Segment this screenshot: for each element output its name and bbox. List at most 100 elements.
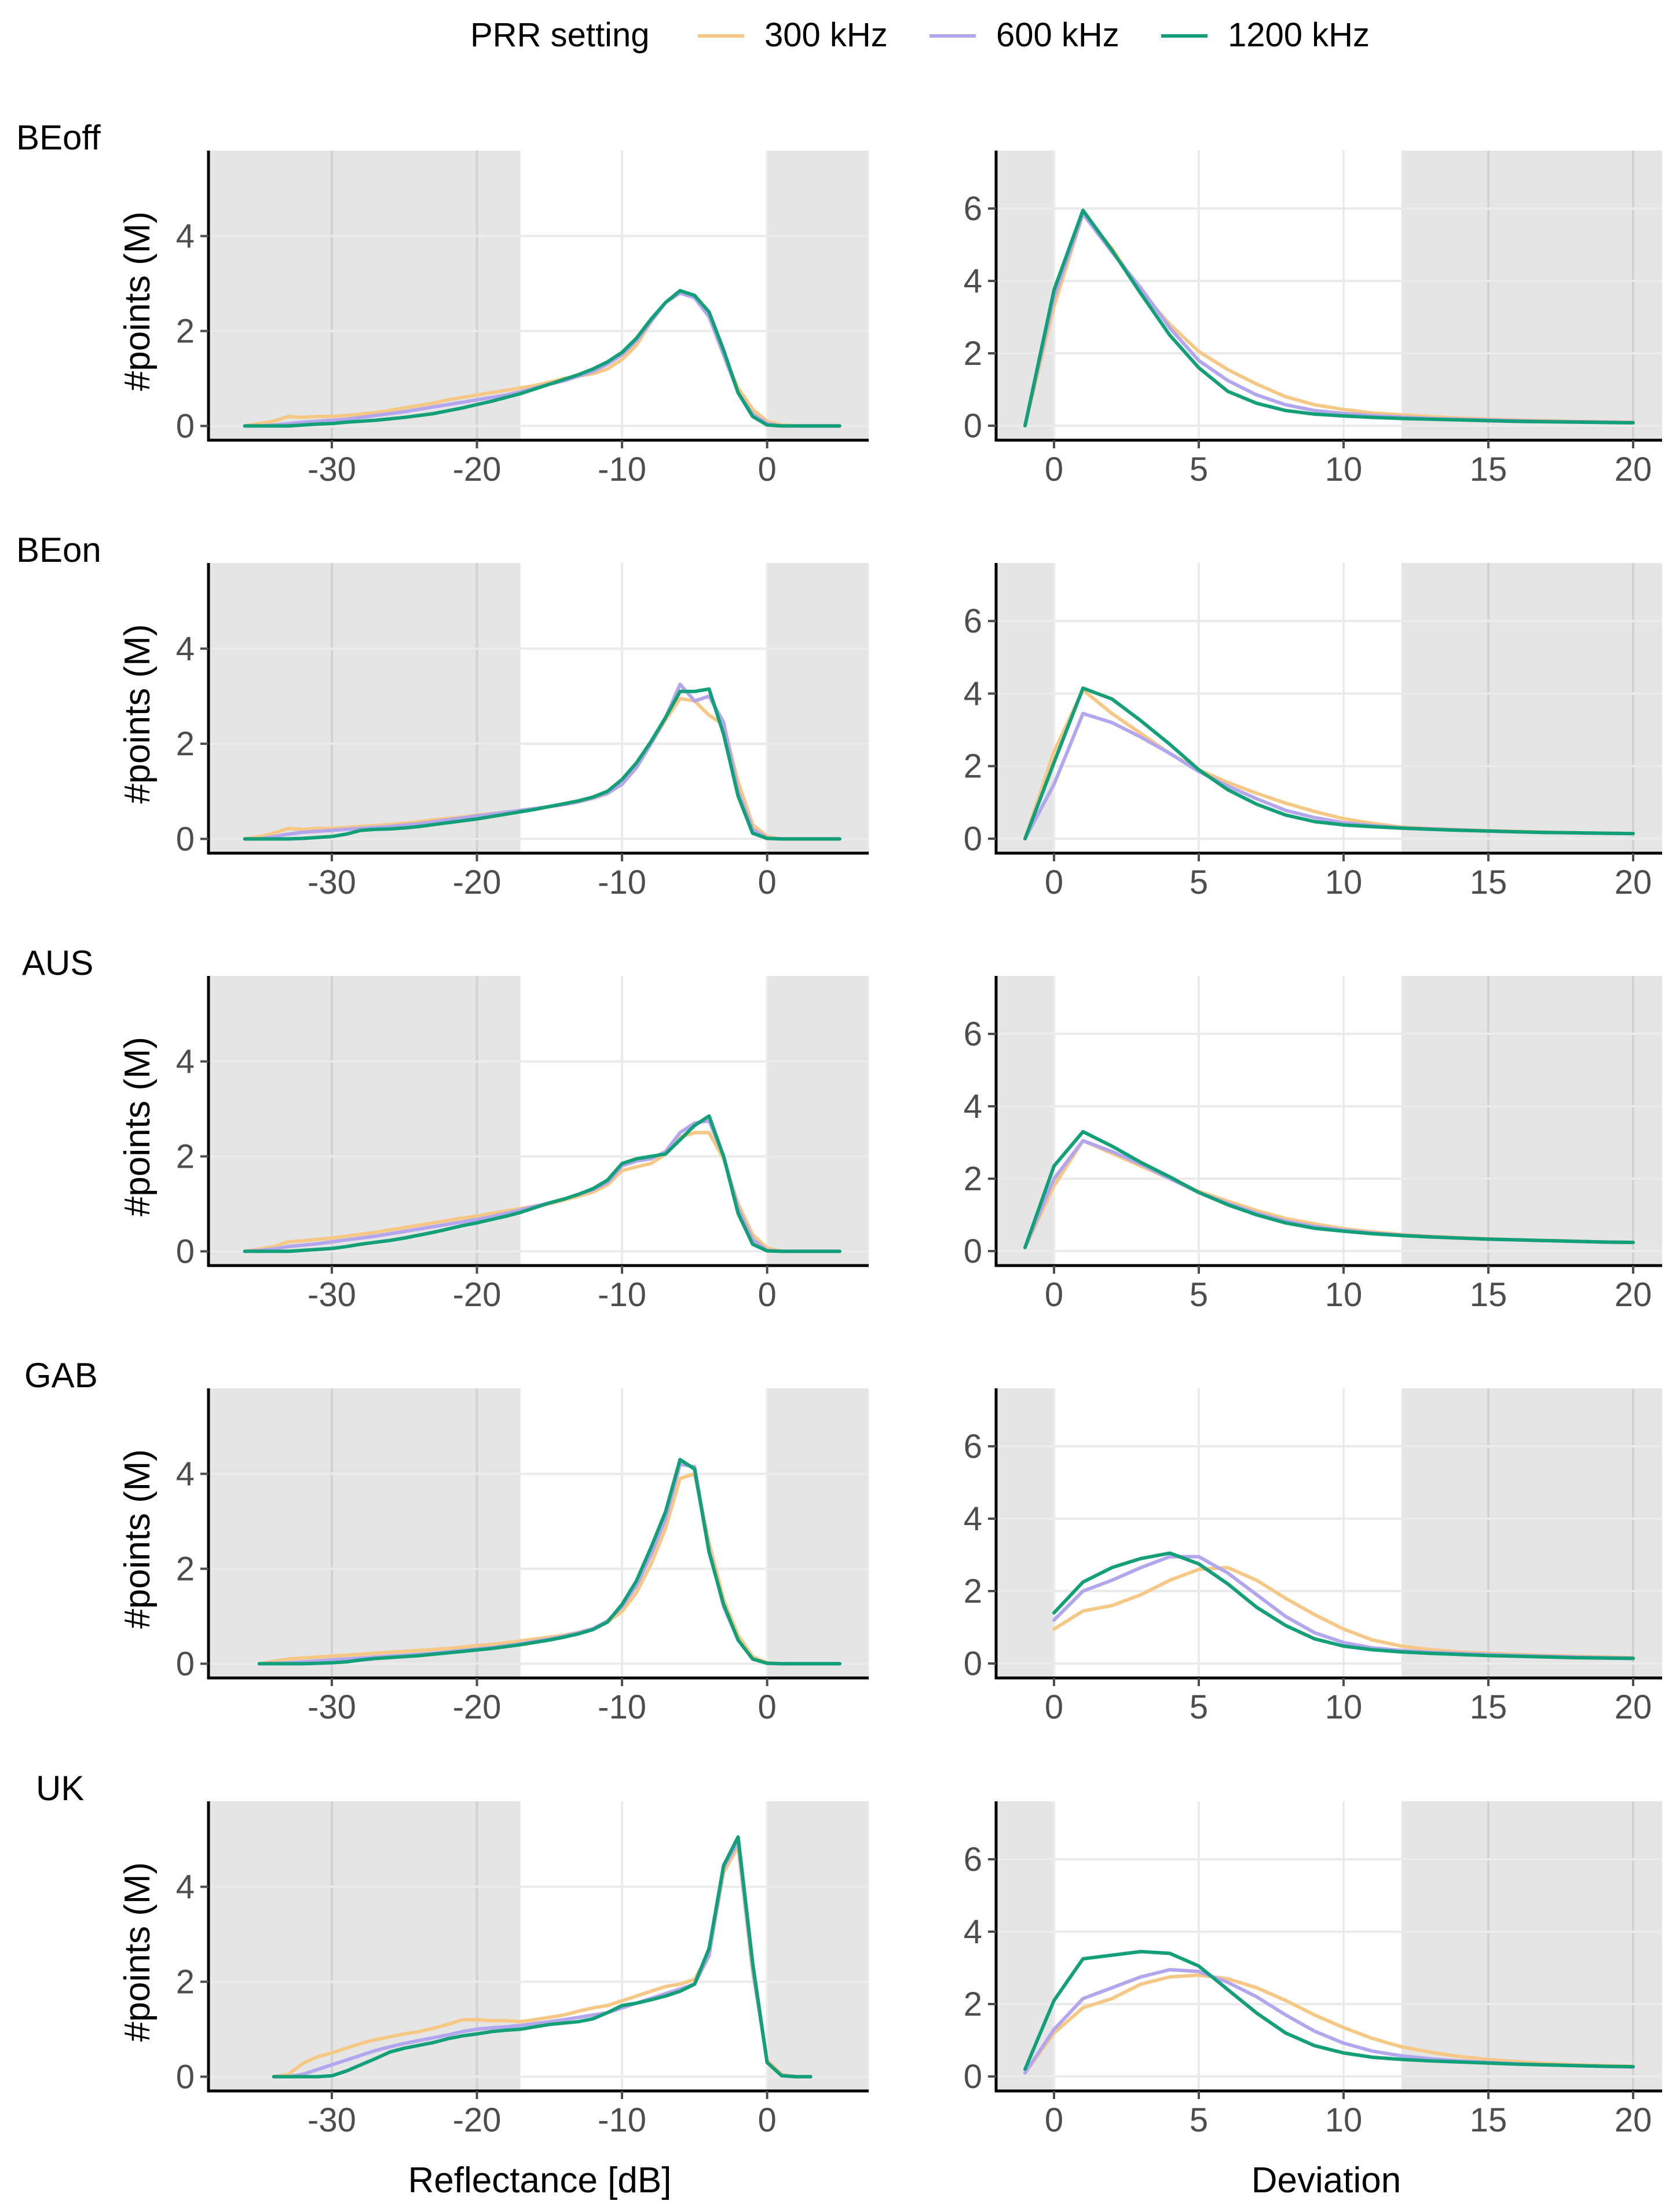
x-tick-label-gab-reflectance: -30 bbox=[308, 1688, 356, 1726]
y-axis-title-beoff-reflectance: #points (M) bbox=[118, 211, 158, 391]
y-tick-label-gab-reflectance: 2 bbox=[176, 1550, 195, 1588]
panel-aus-reflectance: -30 -20 -10 0 0 2 4 #points (M) bbox=[118, 976, 869, 1314]
x-tick-label-uk-deviation: 15 bbox=[1470, 2101, 1507, 2139]
y-tick-label-aus-reflectance: 2 bbox=[176, 1138, 195, 1175]
y-tick-label-aus-deviation: 6 bbox=[964, 1015, 982, 1053]
y-tick-label-aus-deviation: 2 bbox=[964, 1160, 982, 1198]
panel-beoff-deviation: 0 5 10 15 20 0 2 4 6 bbox=[964, 151, 1662, 488]
y-tick-label-uk-deviation: 4 bbox=[964, 1913, 982, 1951]
x-tick-label-aus-reflectance: -10 bbox=[598, 1276, 646, 1314]
x-tick-label-gab-deviation: 10 bbox=[1325, 1688, 1363, 1726]
x-tick-label-aus-deviation: 10 bbox=[1325, 1276, 1363, 1314]
shaded-band-beon-reflectance-0 bbox=[208, 563, 521, 853]
y-tick-label-aus-deviation: 0 bbox=[964, 1233, 982, 1270]
y-tick-label-gab-deviation: 4 bbox=[964, 1500, 982, 1538]
shaded-band-beon-deviation-0 bbox=[996, 563, 1054, 853]
y-axis-title-beon-reflectance: #points (M) bbox=[118, 624, 158, 803]
x-tick-label-beoff-reflectance: -10 bbox=[598, 451, 646, 488]
panel-aus-deviation: 0 5 10 15 20 0 2 4 6 bbox=[964, 976, 1662, 1314]
x-tick-label-aus-deviation: 5 bbox=[1190, 1276, 1208, 1314]
row-label-gab: GAB bbox=[24, 1356, 98, 1395]
series-line-beon-deviation-1200khz bbox=[1023, 686, 1635, 840]
shaded-band-aus-reflectance-1 bbox=[767, 976, 869, 1266]
x-tick-label-gab-reflectance: -20 bbox=[453, 1688, 502, 1726]
x-tick-label-beoff-deviation: 20 bbox=[1615, 451, 1652, 488]
x-tick-label-aus-deviation: 20 bbox=[1615, 1276, 1652, 1314]
panel-gab-deviation: 0 5 10 15 20 0 2 4 6 bbox=[964, 1388, 1662, 1726]
x-tick-label-beoff-deviation: 5 bbox=[1190, 451, 1208, 488]
y-tick-label-beoff-reflectance: 2 bbox=[176, 312, 195, 350]
x-axis-title-reflectance: Reflectance [dB] bbox=[408, 2160, 672, 2200]
x-tick-label-gab-reflectance: -10 bbox=[598, 1688, 646, 1726]
legend-label-600khz: 600 kHz bbox=[996, 16, 1119, 54]
x-tick-label-beon-deviation: 15 bbox=[1470, 864, 1507, 901]
panel-gab-reflectance: -30 -20 -10 0 0 2 4 #points (M) bbox=[118, 1388, 869, 1726]
y-axis-title-uk-reflectance: #points (M) bbox=[118, 1862, 158, 2042]
legend-label-300khz: 300 kHz bbox=[764, 16, 888, 54]
y-tick-label-aus-deviation: 4 bbox=[964, 1088, 982, 1125]
x-tick-label-gab-deviation: 0 bbox=[1045, 1688, 1063, 1726]
y-tick-label-uk-deviation: 2 bbox=[964, 1986, 982, 2023]
x-tick-label-aus-reflectance: 0 bbox=[758, 1276, 776, 1314]
y-tick-label-uk-deviation: 0 bbox=[964, 2058, 982, 2096]
x-tick-label-aus-deviation: 15 bbox=[1470, 1276, 1507, 1314]
series-line-beon-reflectance-1200khz bbox=[243, 687, 841, 841]
y-tick-label-beoff-deviation: 0 bbox=[964, 407, 982, 445]
x-tick-label-uk-deviation: 0 bbox=[1045, 2101, 1063, 2139]
series-line-aus-reflectance-1200khz bbox=[243, 1114, 841, 1253]
y-tick-label-gab-deviation: 2 bbox=[964, 1573, 982, 1610]
y-tick-label-uk-deviation: 6 bbox=[964, 1841, 982, 1878]
y-tick-label-uk-reflectance: 4 bbox=[176, 1869, 195, 1906]
y-tick-label-beon-deviation: 4 bbox=[964, 675, 982, 712]
x-tick-label-uk-reflectance: 0 bbox=[758, 2101, 776, 2139]
x-tick-label-beoff-reflectance: 0 bbox=[758, 451, 776, 488]
y-tick-label-uk-reflectance: 0 bbox=[176, 2058, 195, 2096]
shaded-band-uk-reflectance-1 bbox=[767, 1801, 869, 2091]
x-tick-label-aus-reflectance: -20 bbox=[453, 1276, 502, 1314]
y-tick-label-beon-reflectance: 2 bbox=[176, 725, 195, 763]
shaded-band-uk-deviation-1 bbox=[1401, 1801, 1662, 2091]
shaded-band-beoff-deviation-1 bbox=[1401, 151, 1662, 440]
y-tick-label-beon-deviation: 2 bbox=[964, 748, 982, 785]
y-tick-label-beon-deviation: 6 bbox=[964, 602, 982, 640]
x-tick-label-beoff-deviation: 10 bbox=[1325, 451, 1363, 488]
shaded-band-beon-reflectance-1 bbox=[767, 563, 869, 853]
x-tick-label-beon-reflectance: -20 bbox=[453, 864, 502, 901]
shaded-band-gab-reflectance-1 bbox=[767, 1388, 869, 1678]
row-label-uk: UK bbox=[36, 1769, 84, 1808]
legend-title: PRR setting bbox=[470, 16, 649, 54]
y-tick-label-beon-reflectance: 4 bbox=[176, 630, 195, 668]
x-tick-label-uk-reflectance: -10 bbox=[598, 2101, 646, 2139]
x-tick-label-beoff-deviation: 0 bbox=[1045, 451, 1063, 488]
shaded-band-aus-deviation-0 bbox=[996, 976, 1054, 1266]
shaded-band-gab-deviation-1 bbox=[1401, 1388, 1662, 1678]
y-axis-title-gab-reflectance: #points (M) bbox=[118, 1449, 158, 1629]
series-line-beoff-reflectance-300khz bbox=[243, 291, 841, 428]
y-tick-label-gab-reflectance: 4 bbox=[176, 1456, 195, 1493]
series-line-uk-deviation-1200khz bbox=[1023, 1950, 1635, 2071]
row-label-beon: BEon bbox=[16, 531, 101, 569]
x-tick-label-beoff-reflectance: -30 bbox=[308, 451, 356, 488]
shaded-band-beon-deviation-1 bbox=[1401, 563, 1662, 853]
x-tick-label-uk-reflectance: -20 bbox=[453, 2101, 502, 2139]
x-axis-title-deviation: Deviation bbox=[1251, 2160, 1401, 2200]
x-tick-label-beon-deviation: 5 bbox=[1190, 864, 1208, 901]
x-tick-label-aus-reflectance: -30 bbox=[308, 1276, 356, 1314]
x-tick-label-beon-deviation: 20 bbox=[1615, 864, 1652, 901]
x-tick-label-beon-reflectance: -30 bbox=[308, 864, 356, 901]
y-tick-label-gab-deviation: 0 bbox=[964, 1645, 982, 1683]
legend: PRR setting 300 kHz 600 kHz 1200 kHz bbox=[470, 16, 1370, 54]
shaded-band-beoff-reflectance-0 bbox=[208, 151, 521, 440]
x-tick-label-beoff-deviation: 15 bbox=[1470, 451, 1507, 488]
y-tick-label-gab-reflectance: 0 bbox=[176, 1645, 195, 1683]
series-line-gab-reflectance-1200khz bbox=[257, 1458, 841, 1666]
x-tick-label-gab-deviation: 5 bbox=[1190, 1688, 1208, 1726]
x-tick-label-uk-deviation: 20 bbox=[1615, 2101, 1652, 2139]
x-tick-label-beon-reflectance: 0 bbox=[758, 864, 776, 901]
series-line-uk-reflectance-1200khz bbox=[272, 1835, 813, 2079]
series-line-aus-deviation-1200khz bbox=[1023, 1129, 1635, 1249]
shaded-band-gab-deviation-0 bbox=[996, 1388, 1054, 1678]
row-label-aus: AUS bbox=[22, 944, 93, 982]
y-tick-label-beoff-deviation: 4 bbox=[964, 262, 982, 300]
